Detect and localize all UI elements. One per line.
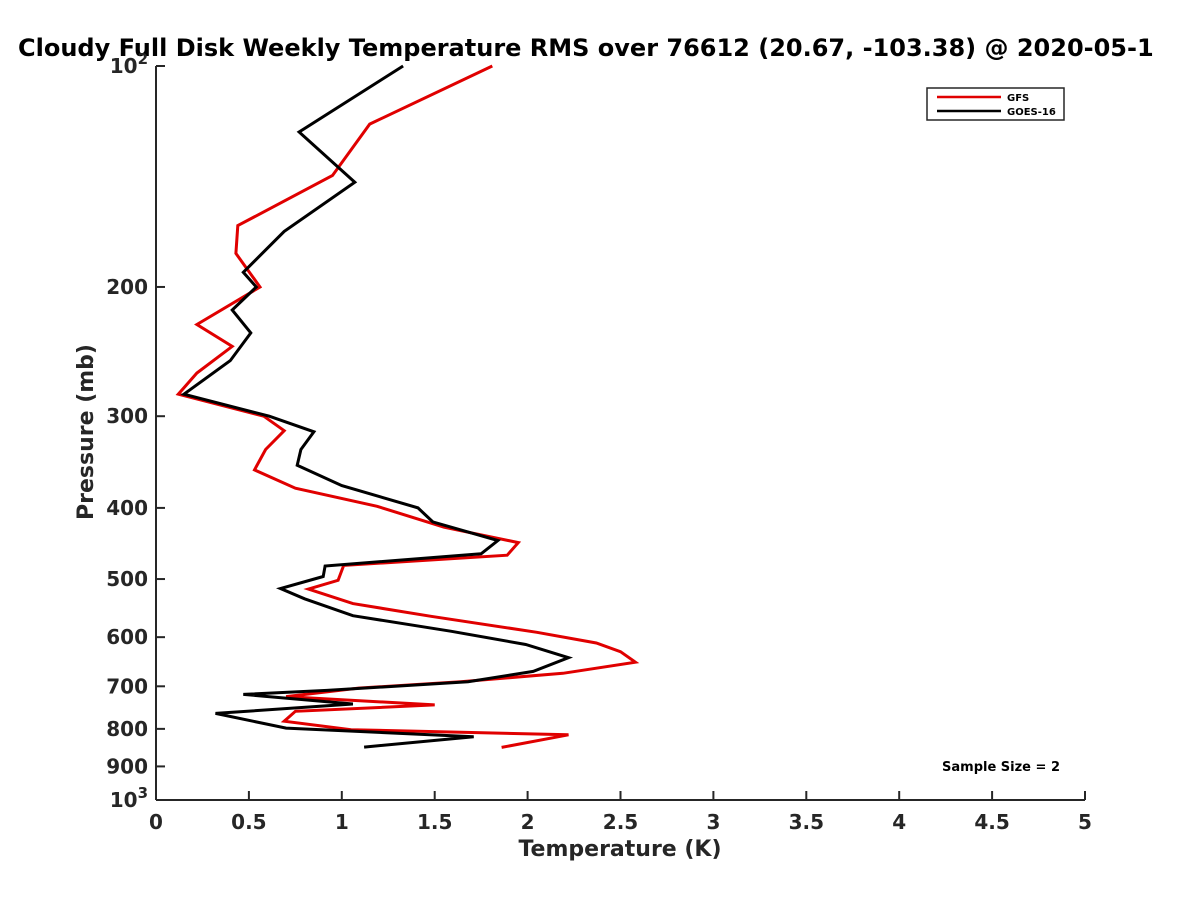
series-group [175,64,640,749]
series-line-goes-16 [180,64,574,749]
legend-entry-label: GFS [1007,93,1029,104]
x-ticks: 0 0.5 1 1.5 2 2.5 3 3.5 4 4.5 5 [149,791,1092,834]
y-tick-label: 103 [110,784,148,812]
y-tick-label: 600 [106,625,148,649]
x-tick-label: 2.5 [603,810,638,834]
series-line-gfs [175,64,640,749]
x-tick-label: 0 [149,810,163,834]
legend-entry-label: GOES-16 [1007,107,1056,118]
x-tick-label: 3 [706,810,720,834]
x-tick-label: 5 [1078,810,1092,834]
chart-title: Cloudy Full Disk Weekly Temperature RMS … [18,34,1154,62]
y-tick-label: 700 [106,674,148,698]
x-tick-label: 4 [892,810,906,834]
x-tick-label: 3.5 [789,810,824,834]
legend-box [926,87,1065,121]
y-tick-label: 400 [106,496,148,520]
y-tick-label: 900 [106,754,148,778]
y-tick-label: 300 [106,404,148,428]
y-tick-label: 200 [106,275,148,299]
x-tick-label: 1 [335,810,349,834]
y-tick-label: 800 [106,717,148,741]
x-tick-label: 0.5 [231,810,266,834]
y-ticks: 102 200 300 400 500 600 700 800 900 103 [106,50,165,812]
y-axis-label: Pressure (mb) [74,344,99,520]
x-tick-label: 2 [521,810,535,834]
x-axis-label: Temperature (K) [518,837,721,862]
sample-size-annotation: Sample Size = 2 [942,760,1060,775]
axes [155,66,1085,801]
legend: GFS GOES-16 [926,87,1065,121]
x-tick-label: 1.5 [417,810,452,834]
x-tick-label: 4.5 [974,810,1009,834]
y-tick-label: 500 [106,567,148,591]
y-tick-label: 102 [110,50,148,78]
